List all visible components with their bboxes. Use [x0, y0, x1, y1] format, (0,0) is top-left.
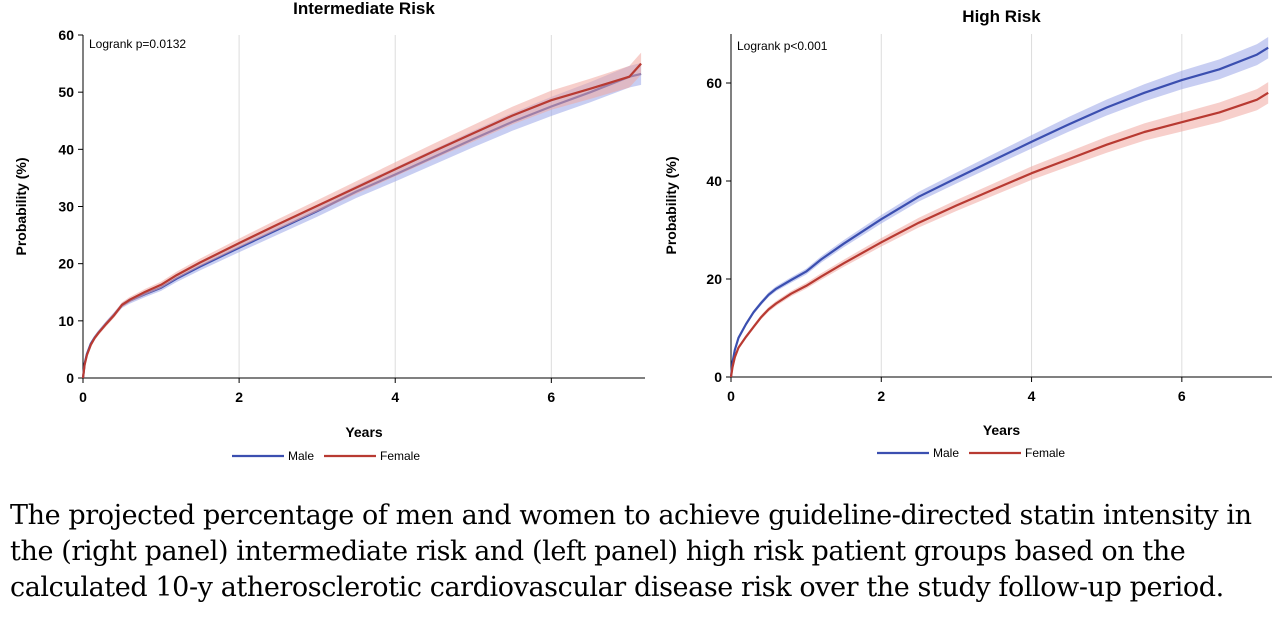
y-tick-label: 10 [58, 313, 74, 329]
ci-band-female [731, 82, 1269, 377]
y-tick-label: 40 [58, 141, 74, 157]
y-tick-label: 60 [58, 27, 74, 43]
figure-caption: The projected percentage of men and wome… [10, 500, 1252, 603]
y-tick-label: 50 [58, 84, 74, 100]
y-tick-label: 40 [706, 173, 722, 189]
y-axis-label: Probability (%) [663, 156, 679, 254]
x-tick-label: 0 [79, 389, 87, 405]
series-line-male [729, 46, 1269, 378]
x-tick-label: 2 [877, 388, 885, 404]
series-line-female [729, 91, 1269, 378]
ci-band-male [731, 37, 1269, 377]
y-tick-label: 20 [706, 271, 722, 287]
x-tick-label: 6 [547, 389, 555, 405]
y-tick-label: 30 [58, 199, 74, 215]
x-tick-label: 4 [1028, 388, 1036, 404]
x-tick-label: 0 [727, 388, 735, 404]
ci-band-male [83, 62, 642, 379]
legend-label-female: Female [1025, 446, 1065, 460]
y-tick-label: 0 [66, 370, 74, 386]
x-tick-label: 4 [391, 389, 399, 405]
logrank-annotation: Logrank p=0.0132 [89, 37, 186, 51]
y-tick-label: 60 [706, 75, 722, 91]
logrank-annotation: Logrank p<0.001 [737, 39, 828, 53]
panel-intermediate-risk: Intermediate Risk 0 10 20 30 40 50 60 0 2 4 6 Years P… [13, 0, 645, 463]
ci-band-female [83, 52, 642, 378]
y-tick-label: 0 [714, 369, 722, 385]
series-line-female [81, 62, 642, 379]
chart-title: Intermediate Risk [293, 0, 435, 18]
x-tick-label: 6 [1178, 388, 1186, 404]
series-line-male [81, 72, 642, 379]
legend-label-male: Male [288, 449, 314, 463]
panel-high-risk: High Risk 0 20 40 60 0 2 4 6 Years Probability (%)… [663, 7, 1272, 460]
y-axis-label: Probability (%) [13, 157, 29, 255]
legend-label-female: Female [380, 449, 420, 463]
x-axis-label: Years [345, 424, 383, 440]
legend-label-male: Male [933, 446, 959, 460]
x-axis-label: Years [983, 422, 1021, 438]
y-tick-label: 20 [58, 256, 74, 272]
x-tick-label: 2 [235, 389, 243, 405]
chart-title: High Risk [962, 7, 1041, 26]
